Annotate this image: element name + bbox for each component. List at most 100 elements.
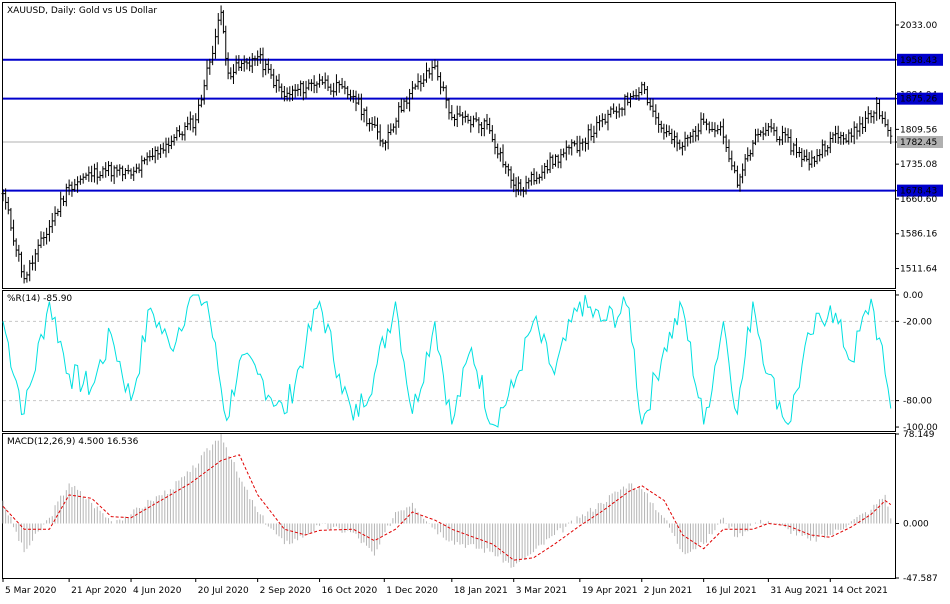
price-bar bbox=[178, 125, 182, 138]
price-bar bbox=[606, 109, 610, 131]
price-bar bbox=[861, 116, 865, 135]
price-bar bbox=[852, 121, 856, 145]
price-bar bbox=[634, 89, 638, 100]
date-tick-label: 1 Dec 2020 bbox=[386, 586, 438, 596]
price-bar bbox=[812, 155, 816, 167]
price-bar bbox=[537, 173, 541, 184]
price-bar bbox=[45, 227, 49, 245]
price-bar bbox=[36, 239, 40, 262]
price-bar bbox=[332, 82, 336, 98]
price-bar bbox=[399, 98, 403, 113]
price-bar bbox=[586, 124, 590, 150]
price-bar bbox=[351, 89, 355, 103]
price-bar bbox=[702, 113, 706, 126]
price-bar bbox=[841, 132, 845, 145]
price-bar bbox=[889, 127, 893, 144]
price-bar bbox=[50, 212, 54, 233]
price-bar bbox=[792, 142, 796, 156]
price-bar bbox=[716, 124, 720, 135]
price-bar bbox=[519, 179, 523, 196]
price-bar bbox=[92, 163, 96, 183]
price-bar bbox=[694, 126, 698, 142]
macd-tick-label: 78.149 bbox=[903, 430, 935, 440]
price-bar bbox=[766, 123, 770, 136]
price-bar bbox=[455, 105, 459, 128]
price-bar bbox=[707, 121, 711, 134]
price-bar bbox=[334, 74, 338, 96]
price-bar bbox=[786, 128, 790, 143]
price-bar bbox=[304, 80, 308, 99]
price-bar bbox=[394, 117, 398, 135]
price-bar bbox=[595, 116, 599, 138]
price-bar bbox=[662, 123, 666, 140]
price-bar bbox=[493, 133, 497, 155]
price-bar bbox=[680, 141, 684, 156]
price-bar bbox=[312, 75, 316, 94]
level-price-label-box bbox=[897, 92, 943, 105]
date-tick-label: 2 Sep 2020 bbox=[260, 586, 312, 596]
price-bar bbox=[370, 117, 374, 131]
price-bar bbox=[480, 122, 484, 137]
price-bar bbox=[521, 186, 525, 198]
price-bar bbox=[376, 117, 380, 140]
price-bar bbox=[872, 110, 876, 124]
price-bar bbox=[545, 159, 549, 174]
level-price-label-box bbox=[897, 184, 943, 197]
williams-r-series bbox=[2, 294, 892, 428]
price-bar bbox=[631, 90, 635, 99]
price-bar bbox=[753, 128, 757, 146]
price-bar bbox=[216, 13, 220, 45]
price-bar bbox=[746, 147, 750, 162]
price-bar bbox=[524, 175, 528, 195]
price-bar bbox=[858, 116, 862, 137]
price-bar bbox=[405, 96, 409, 109]
price-bar bbox=[834, 125, 838, 143]
price-y-tick-label: 1586.16 bbox=[900, 230, 937, 240]
price-bar bbox=[33, 248, 37, 271]
price-bar bbox=[346, 85, 350, 100]
williams-r-title: %R(14) -85.90 bbox=[7, 294, 72, 304]
price-bar bbox=[137, 163, 141, 174]
price-bar bbox=[237, 55, 241, 71]
price-bar bbox=[408, 88, 412, 112]
price-bar bbox=[362, 108, 366, 123]
price-bar bbox=[727, 139, 731, 163]
price-bar bbox=[19, 251, 23, 278]
price-bar bbox=[299, 80, 303, 97]
price-bar bbox=[386, 124, 390, 150]
price-bar bbox=[730, 150, 734, 171]
price-bar bbox=[67, 179, 71, 196]
price-bar bbox=[402, 98, 406, 113]
price-bar bbox=[301, 81, 305, 101]
price-bar bbox=[70, 181, 74, 197]
price-bar bbox=[496, 143, 500, 159]
price-chart-title: XAUUSD, Daily: Gold vs US Dollar bbox=[7, 6, 157, 16]
price-bar bbox=[175, 127, 179, 141]
support-resistance-lines bbox=[3, 58, 895, 192]
price-bar bbox=[567, 144, 571, 155]
price-bar bbox=[121, 165, 125, 182]
price-bar bbox=[161, 142, 165, 154]
price-bar bbox=[42, 231, 46, 246]
price-bar bbox=[512, 173, 516, 193]
price-bar bbox=[132, 166, 136, 181]
price-bar bbox=[320, 76, 324, 85]
williams-r-line bbox=[2, 294, 892, 428]
williams-r-levels bbox=[3, 320, 895, 402]
price-bar bbox=[581, 138, 585, 151]
price-bar bbox=[410, 81, 414, 100]
price-bar bbox=[159, 144, 163, 159]
price-bar bbox=[548, 152, 552, 173]
price-bar bbox=[488, 117, 492, 134]
price-panel-frame bbox=[2, 2, 896, 289]
price-bar bbox=[849, 128, 853, 143]
price-bar bbox=[22, 264, 26, 284]
price-bar bbox=[683, 131, 687, 151]
price-bar bbox=[274, 75, 278, 93]
price-bar bbox=[256, 50, 260, 66]
price-bar bbox=[855, 123, 859, 140]
price-bar bbox=[365, 106, 369, 127]
price-bar bbox=[501, 144, 505, 168]
price-bar bbox=[450, 105, 454, 121]
price-bar bbox=[56, 208, 60, 217]
